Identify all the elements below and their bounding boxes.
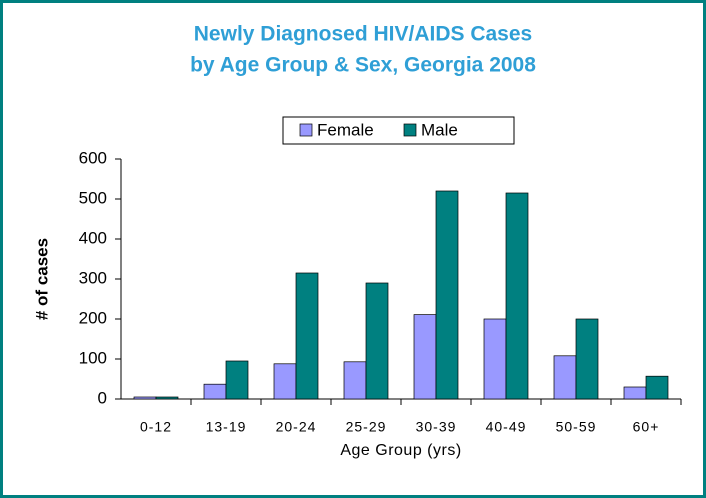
bar [295, 272, 319, 400]
bar [225, 360, 249, 400]
legend-swatch [299, 123, 313, 137]
x-tick-label: 13-19 [206, 419, 247, 435]
bar [575, 318, 599, 400]
bar [505, 192, 529, 400]
bar [623, 386, 647, 400]
bar [273, 363, 297, 400]
chart-title: Newly Diagnosed HIV/AIDS Cases [194, 23, 532, 46]
x-tick-label: 0-12 [140, 419, 172, 435]
bar [155, 396, 179, 400]
legend-label: Female [317, 120, 374, 139]
y-tick-label: 600 [79, 148, 107, 167]
x-axis-label: Age Group (yrs) [340, 442, 461, 459]
bar [483, 318, 507, 400]
y-tick-label: 200 [79, 308, 107, 327]
bar [365, 282, 389, 400]
legend-box [282, 116, 515, 145]
x-tick-label: 40-49 [486, 419, 527, 435]
legend-swatch [403, 123, 417, 137]
y-tick-label: 300 [79, 268, 107, 287]
bar [203, 383, 227, 400]
bar [343, 361, 367, 400]
chart-title: by Age Group & Sex, Georgia 2008 [190, 54, 536, 77]
x-tick-label: 60+ [633, 419, 660, 435]
x-tick-label: 20-24 [276, 419, 317, 435]
bar [435, 190, 459, 400]
bar [645, 375, 669, 400]
y-tick-label: 100 [79, 348, 107, 367]
bar [133, 396, 157, 400]
y-tick-label: 400 [79, 228, 107, 247]
y-axis-label: # of cases [32, 238, 51, 320]
x-tick-label: 25-29 [346, 419, 387, 435]
bar [553, 355, 577, 400]
legend-label: Male [421, 120, 458, 139]
y-tick-label: 0 [98, 388, 107, 407]
x-tick-label: 50-59 [556, 419, 597, 435]
x-tick-label: 30-39 [416, 419, 457, 435]
bar [413, 314, 437, 400]
y-tick-label: 500 [79, 188, 107, 207]
